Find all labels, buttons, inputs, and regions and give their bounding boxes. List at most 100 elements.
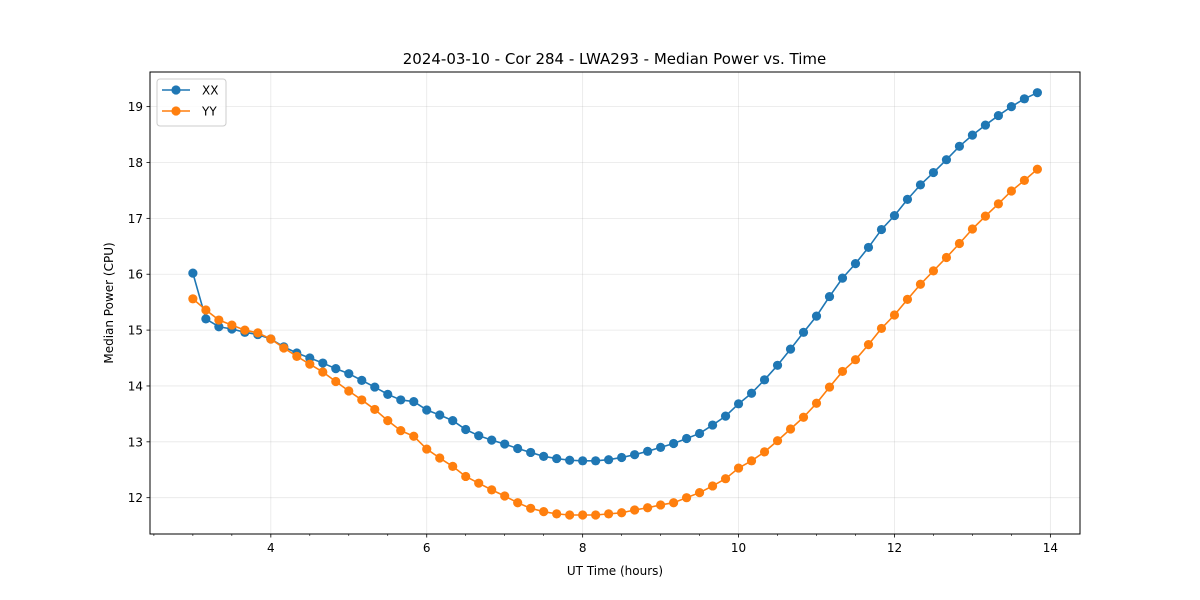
data-point-yy [630, 505, 640, 515]
data-point-xx [643, 446, 653, 456]
x-axis-label: UT Time (hours) [567, 564, 663, 578]
data-point-xx [980, 120, 991, 130]
data-point-xx [513, 443, 523, 454]
data-point-xx [617, 452, 627, 463]
data-point-xx [331, 364, 341, 374]
data-point-yy [201, 305, 211, 315]
data-point-yy [694, 488, 705, 498]
data-point-yy [292, 351, 302, 361]
data-point-xx [759, 375, 770, 385]
data-point-yy [279, 343, 289, 353]
data-point-yy [772, 436, 783, 446]
data-point-xx [902, 194, 913, 204]
data-point-yy [513, 498, 523, 508]
data-point-yy [591, 510, 601, 520]
data-point-xx [1032, 88, 1042, 98]
data-point-xx [746, 388, 757, 398]
data-point-yy [980, 211, 991, 221]
data-point-xx [993, 110, 1004, 121]
data-point-yy [604, 509, 614, 519]
data-point-yy [720, 474, 731, 484]
data-point-yy [539, 507, 549, 517]
data-point-yy [993, 199, 1004, 209]
data-point-yy [214, 315, 224, 325]
y-tick-label: 13 [128, 435, 143, 449]
data-point-xx [214, 322, 224, 332]
y-tick-label: 18 [128, 156, 143, 170]
data-point-yy [746, 456, 757, 466]
data-point-yy [668, 498, 679, 508]
data-point-yy [863, 340, 874, 350]
data-point-xx [591, 456, 601, 466]
data-point-yy [656, 500, 666, 510]
data-point-xx [850, 259, 861, 269]
data-point-xx [941, 155, 952, 165]
data-point-xx [954, 141, 965, 151]
data-point-yy [526, 503, 536, 513]
data-point-yy [928, 266, 939, 276]
data-point-yy [461, 471, 471, 482]
data-point-yy [383, 415, 393, 426]
data-point-xx [565, 455, 575, 465]
data-point-xx [837, 273, 848, 283]
legend-label-xx: XX [202, 84, 218, 98]
data-point-xx [461, 424, 471, 435]
data-point-yy [370, 404, 380, 415]
data-point-yy [811, 398, 822, 408]
data-point-yy [1032, 164, 1042, 174]
y-tick-label: 15 [128, 324, 143, 338]
x-tick-label: 6 [423, 541, 431, 555]
y-tick-label: 16 [128, 268, 143, 282]
data-point-yy [967, 224, 978, 234]
data-point-xx [733, 399, 744, 409]
data-point-xx [876, 224, 887, 235]
data-point-xx [798, 327, 809, 337]
data-point-xx [357, 375, 367, 385]
legend-label-yy: YY [201, 105, 217, 119]
data-point-yy [707, 481, 718, 491]
data-point-yy [915, 279, 926, 289]
data-point-xx [707, 420, 718, 430]
data-point-xx [578, 456, 588, 466]
data-point-yy [733, 463, 744, 473]
data-point-yy [318, 367, 328, 377]
y-tick-label: 14 [128, 379, 143, 393]
data-point-yy [266, 334, 276, 344]
data-point-yy [1006, 186, 1016, 196]
data-point-xx [915, 180, 926, 190]
data-point-xx [1006, 102, 1016, 112]
data-point-xx [318, 358, 328, 368]
legend: XX YY [156, 78, 227, 127]
data-point-yy [798, 412, 809, 422]
data-point-xx [720, 411, 731, 421]
data-point-xx [396, 395, 406, 405]
data-point-xx [448, 415, 458, 426]
data-point-yy [409, 431, 419, 441]
data-point-yy [824, 382, 835, 392]
data-point-yy [487, 485, 497, 495]
data-point-xx [370, 382, 380, 392]
data-point-yy [448, 461, 458, 472]
data-point-yy [565, 510, 575, 520]
data-point-xx [785, 344, 796, 354]
data-point-xx [967, 130, 978, 140]
data-point-yy [331, 376, 341, 387]
data-point-xx [811, 311, 822, 321]
legend-marker-yy [171, 106, 181, 116]
data-point-xx [344, 369, 354, 379]
data-point-xx [526, 447, 536, 458]
data-point-yy [850, 355, 861, 365]
data-point-yy [889, 310, 900, 320]
data-point-yy [837, 366, 848, 377]
data-point-yy [357, 395, 367, 405]
data-point-yy [643, 503, 653, 513]
data-point-yy [759, 447, 770, 457]
data-point-yy [1019, 175, 1029, 185]
data-point-xx [188, 268, 198, 278]
series-xx [188, 88, 1042, 466]
data-point-yy [578, 510, 588, 520]
data-point-xx [681, 433, 692, 444]
data-point-yy [344, 386, 354, 396]
data-point-xx [539, 451, 549, 461]
